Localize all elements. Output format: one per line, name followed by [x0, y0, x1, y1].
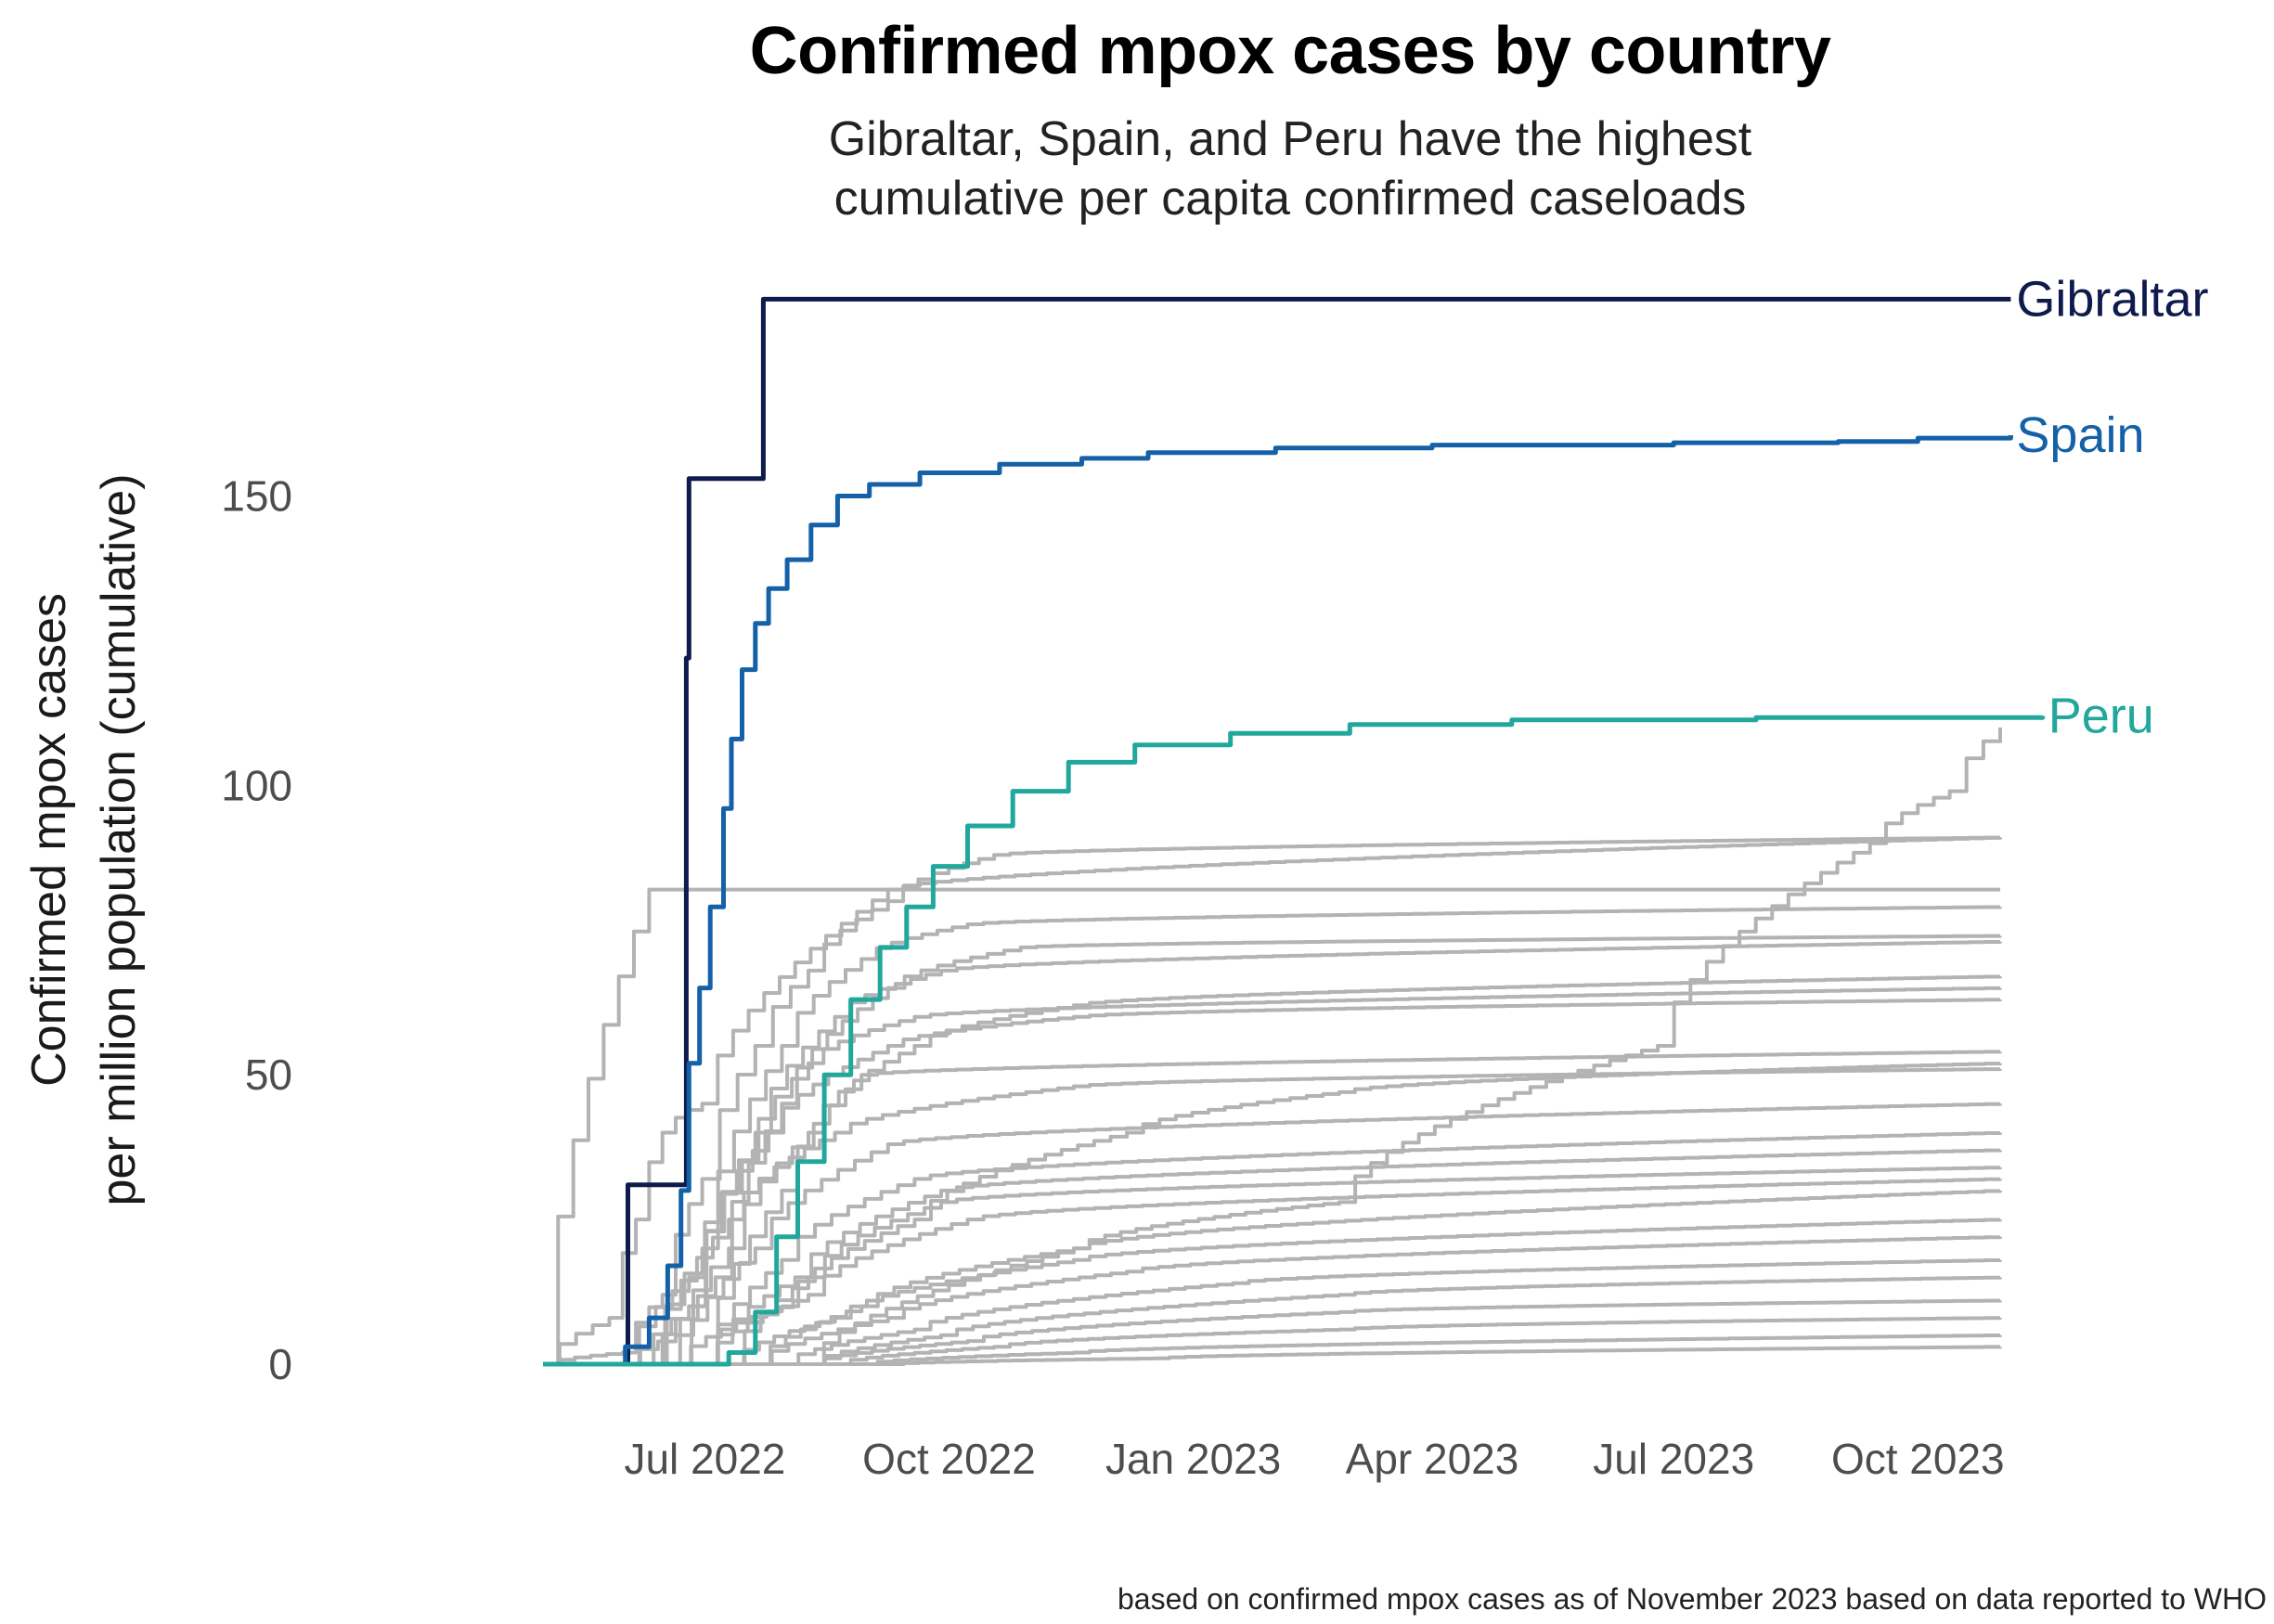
line-gibraltar — [622, 296, 2011, 1367]
other-country-line — [543, 1050, 2002, 1366]
highlighted-country-lines — [543, 296, 2046, 1367]
other-country-lines — [543, 727, 2002, 1366]
other-country-line — [543, 1166, 2002, 1366]
end-label-gibraltar: Gibraltar — [2016, 271, 2208, 327]
y-axis-ticks: 0 50 100 150 — [221, 471, 292, 1388]
other-country-line — [543, 1102, 2002, 1366]
end-label-peru: Peru — [2048, 688, 2154, 743]
other-country-line — [543, 835, 2002, 1366]
other-country-line — [543, 1298, 2002, 1366]
x-tick-label: Apr 2023 — [1346, 1435, 1519, 1483]
other-country-line — [543, 934, 2002, 1366]
other-country-line — [543, 1258, 2002, 1366]
line-spain — [543, 435, 2013, 1367]
line-peru — [543, 715, 2046, 1367]
other-country-line — [543, 1275, 2002, 1366]
x-tick-label: Oct 2022 — [862, 1435, 1036, 1483]
x-tick-label: Jan 2023 — [1105, 1435, 1281, 1483]
series-end-labels: Gibraltar Spain Peru — [2016, 271, 2208, 743]
x-axis-ticks: Jul 2022 Oct 2022 Jan 2023 Apr 2023 Jul 2023… — [624, 1435, 2004, 1483]
other-country-line — [543, 835, 2002, 1366]
y-tick-label: 100 — [221, 761, 292, 809]
y-axis-title-line-2: per million population (cumulative) — [92, 473, 146, 1205]
subtitle-line-2: cumulative per capita confirmed caseload… — [833, 172, 1747, 226]
other-country-line — [543, 1316, 2002, 1366]
other-country-line — [543, 1218, 2002, 1366]
chart-caption: based on confirmed mpox cases as of Nove… — [1117, 1582, 2267, 1616]
other-country-line — [543, 1148, 2002, 1366]
other-country-line — [543, 986, 2002, 1366]
other-country-line — [543, 1062, 2002, 1366]
other-country-line — [543, 1177, 2002, 1366]
x-tick-label: Oct 2023 — [1831, 1435, 2005, 1483]
y-axis-title-line-1: Confirmed mpox cases — [22, 593, 76, 1087]
other-country-line — [543, 1334, 2002, 1366]
other-country-line — [543, 887, 2000, 1366]
other-country-line — [543, 974, 2002, 1366]
other-country-line — [543, 1345, 2002, 1366]
y-tick-label: 0 — [268, 1340, 292, 1388]
other-country-line — [543, 1189, 2002, 1366]
x-tick-label: Jul 2022 — [624, 1435, 785, 1483]
chart-subtitle: Gibraltar, Spain, and Peru have the high… — [0, 110, 2274, 228]
other-country-line — [543, 905, 2002, 1366]
other-country-line — [543, 727, 2002, 1366]
y-tick-label: 150 — [221, 471, 292, 520]
y-axis-title: Confirmed mpox cases per million populat… — [22, 473, 146, 1205]
other-country-line — [543, 940, 2002, 1366]
other-country-line — [543, 1067, 2002, 1366]
other-country-line — [543, 1235, 2002, 1366]
chart-title: Confirmed mpox cases by country — [749, 14, 1831, 88]
end-label-spain: Spain — [2016, 407, 2144, 463]
x-tick-label: Jul 2023 — [1593, 1435, 1754, 1483]
y-tick-label: 50 — [245, 1050, 292, 1099]
other-country-line — [543, 1131, 2002, 1366]
subtitle-line-1: Gibraltar, Spain, and Peru have the high… — [828, 112, 1752, 166]
